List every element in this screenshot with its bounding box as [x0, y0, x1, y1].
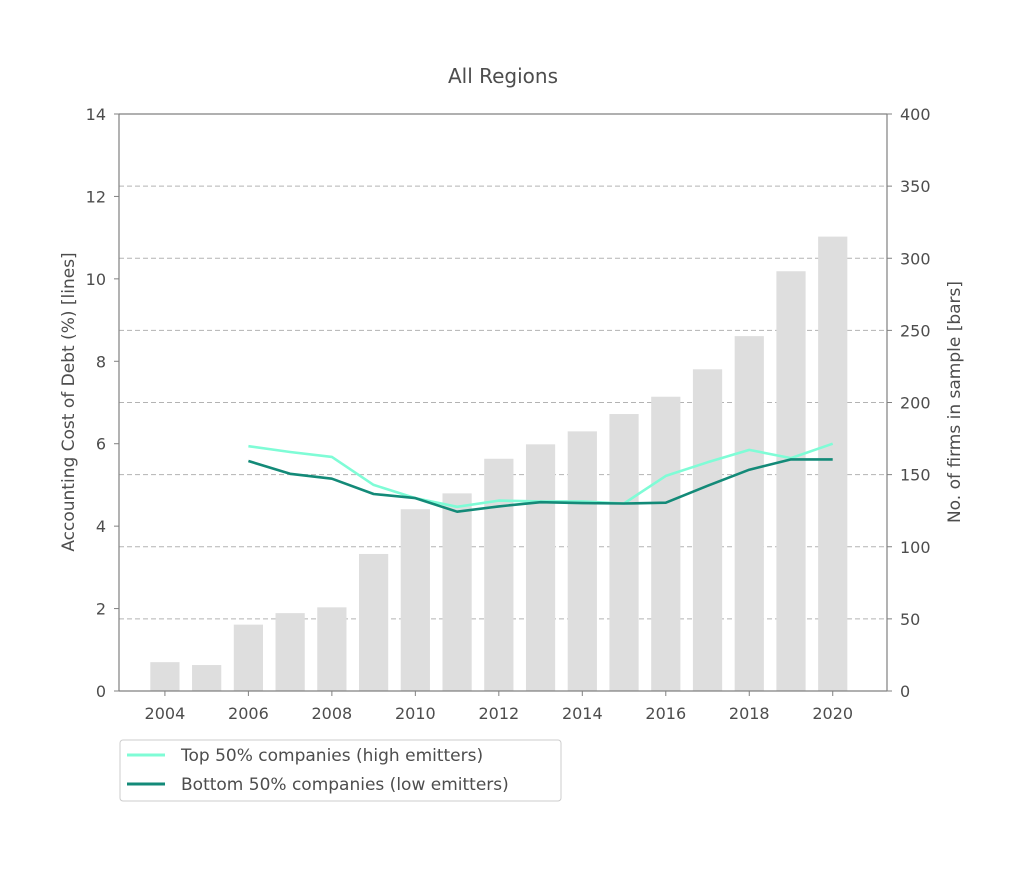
chart-title: All Regions	[448, 64, 558, 88]
y-right-tick-label: 350	[900, 177, 931, 196]
y-left-tick-label: 8	[96, 352, 106, 371]
bar	[400, 509, 430, 691]
bar	[818, 236, 848, 692]
y-right-tick-label: 250	[900, 321, 931, 340]
bar	[525, 444, 556, 691]
legend-label-top: Top 50% companies (high emitters)	[180, 746, 483, 766]
x-tick-label: 2014	[562, 704, 603, 723]
bar	[692, 369, 723, 691]
x-tick-label: 2010	[395, 704, 436, 723]
y-axis-right-label: No. of firms in sample [bars]	[945, 281, 965, 523]
y-right-tick-label: 100	[900, 538, 931, 557]
x-tick-label: 2006	[228, 704, 269, 723]
y-right-tick-label: 300	[900, 249, 931, 268]
bar	[275, 613, 305, 691]
y-left-tick-label: 2	[96, 600, 106, 619]
x-tick-label: 2004	[145, 704, 186, 723]
bar	[442, 493, 472, 691]
y-left-tick-label: 10	[86, 270, 106, 289]
series-lines	[248, 442, 834, 514]
plot-frame	[118, 113, 888, 692]
bar	[609, 414, 639, 691]
bar	[150, 662, 180, 691]
bar	[776, 271, 806, 691]
y-right-tick-label: 0	[900, 682, 910, 701]
y-right-tick-label: 200	[900, 394, 931, 413]
y-right-tick-label: 50	[900, 610, 920, 629]
y-left-tick-label: 4	[96, 517, 106, 536]
legend: Top 50% companies (high emitters) Bottom…	[119, 739, 562, 802]
y-left-tick-label: 6	[96, 435, 106, 454]
x-tick-label: 2018	[729, 704, 770, 723]
legend-box	[119, 739, 562, 802]
y-right-tick-label: 150	[900, 466, 931, 485]
x-tick-label: 2016	[645, 704, 686, 723]
x-tick-label: 2020	[812, 704, 853, 723]
ticks: 0 2 4 6 8 10 12 14 0 50 100 150 200 250 300 350 400 2004 2…	[86, 105, 931, 723]
bar	[651, 396, 681, 691]
bar	[567, 431, 597, 691]
bar	[484, 458, 514, 691]
bar	[734, 336, 764, 691]
bar	[233, 624, 263, 691]
legend-label-bottom: Bottom 50% companies (low emitters)	[181, 775, 509, 795]
bar	[359, 553, 389, 691]
y-axis-left-label: Accounting Cost of Debt (%) [lines]	[59, 252, 79, 551]
x-tick-label: 2012	[478, 704, 519, 723]
bar	[192, 665, 222, 691]
series-line	[248, 458, 833, 514]
bars	[150, 236, 848, 692]
x-tick-label: 2008	[312, 704, 353, 723]
y-right-tick-label: 400	[900, 105, 931, 124]
bar	[317, 607, 347, 691]
y-left-tick-label: 12	[86, 187, 106, 206]
y-left-tick-label: 0	[96, 682, 106, 701]
y-left-tick-label: 14	[86, 105, 106, 124]
